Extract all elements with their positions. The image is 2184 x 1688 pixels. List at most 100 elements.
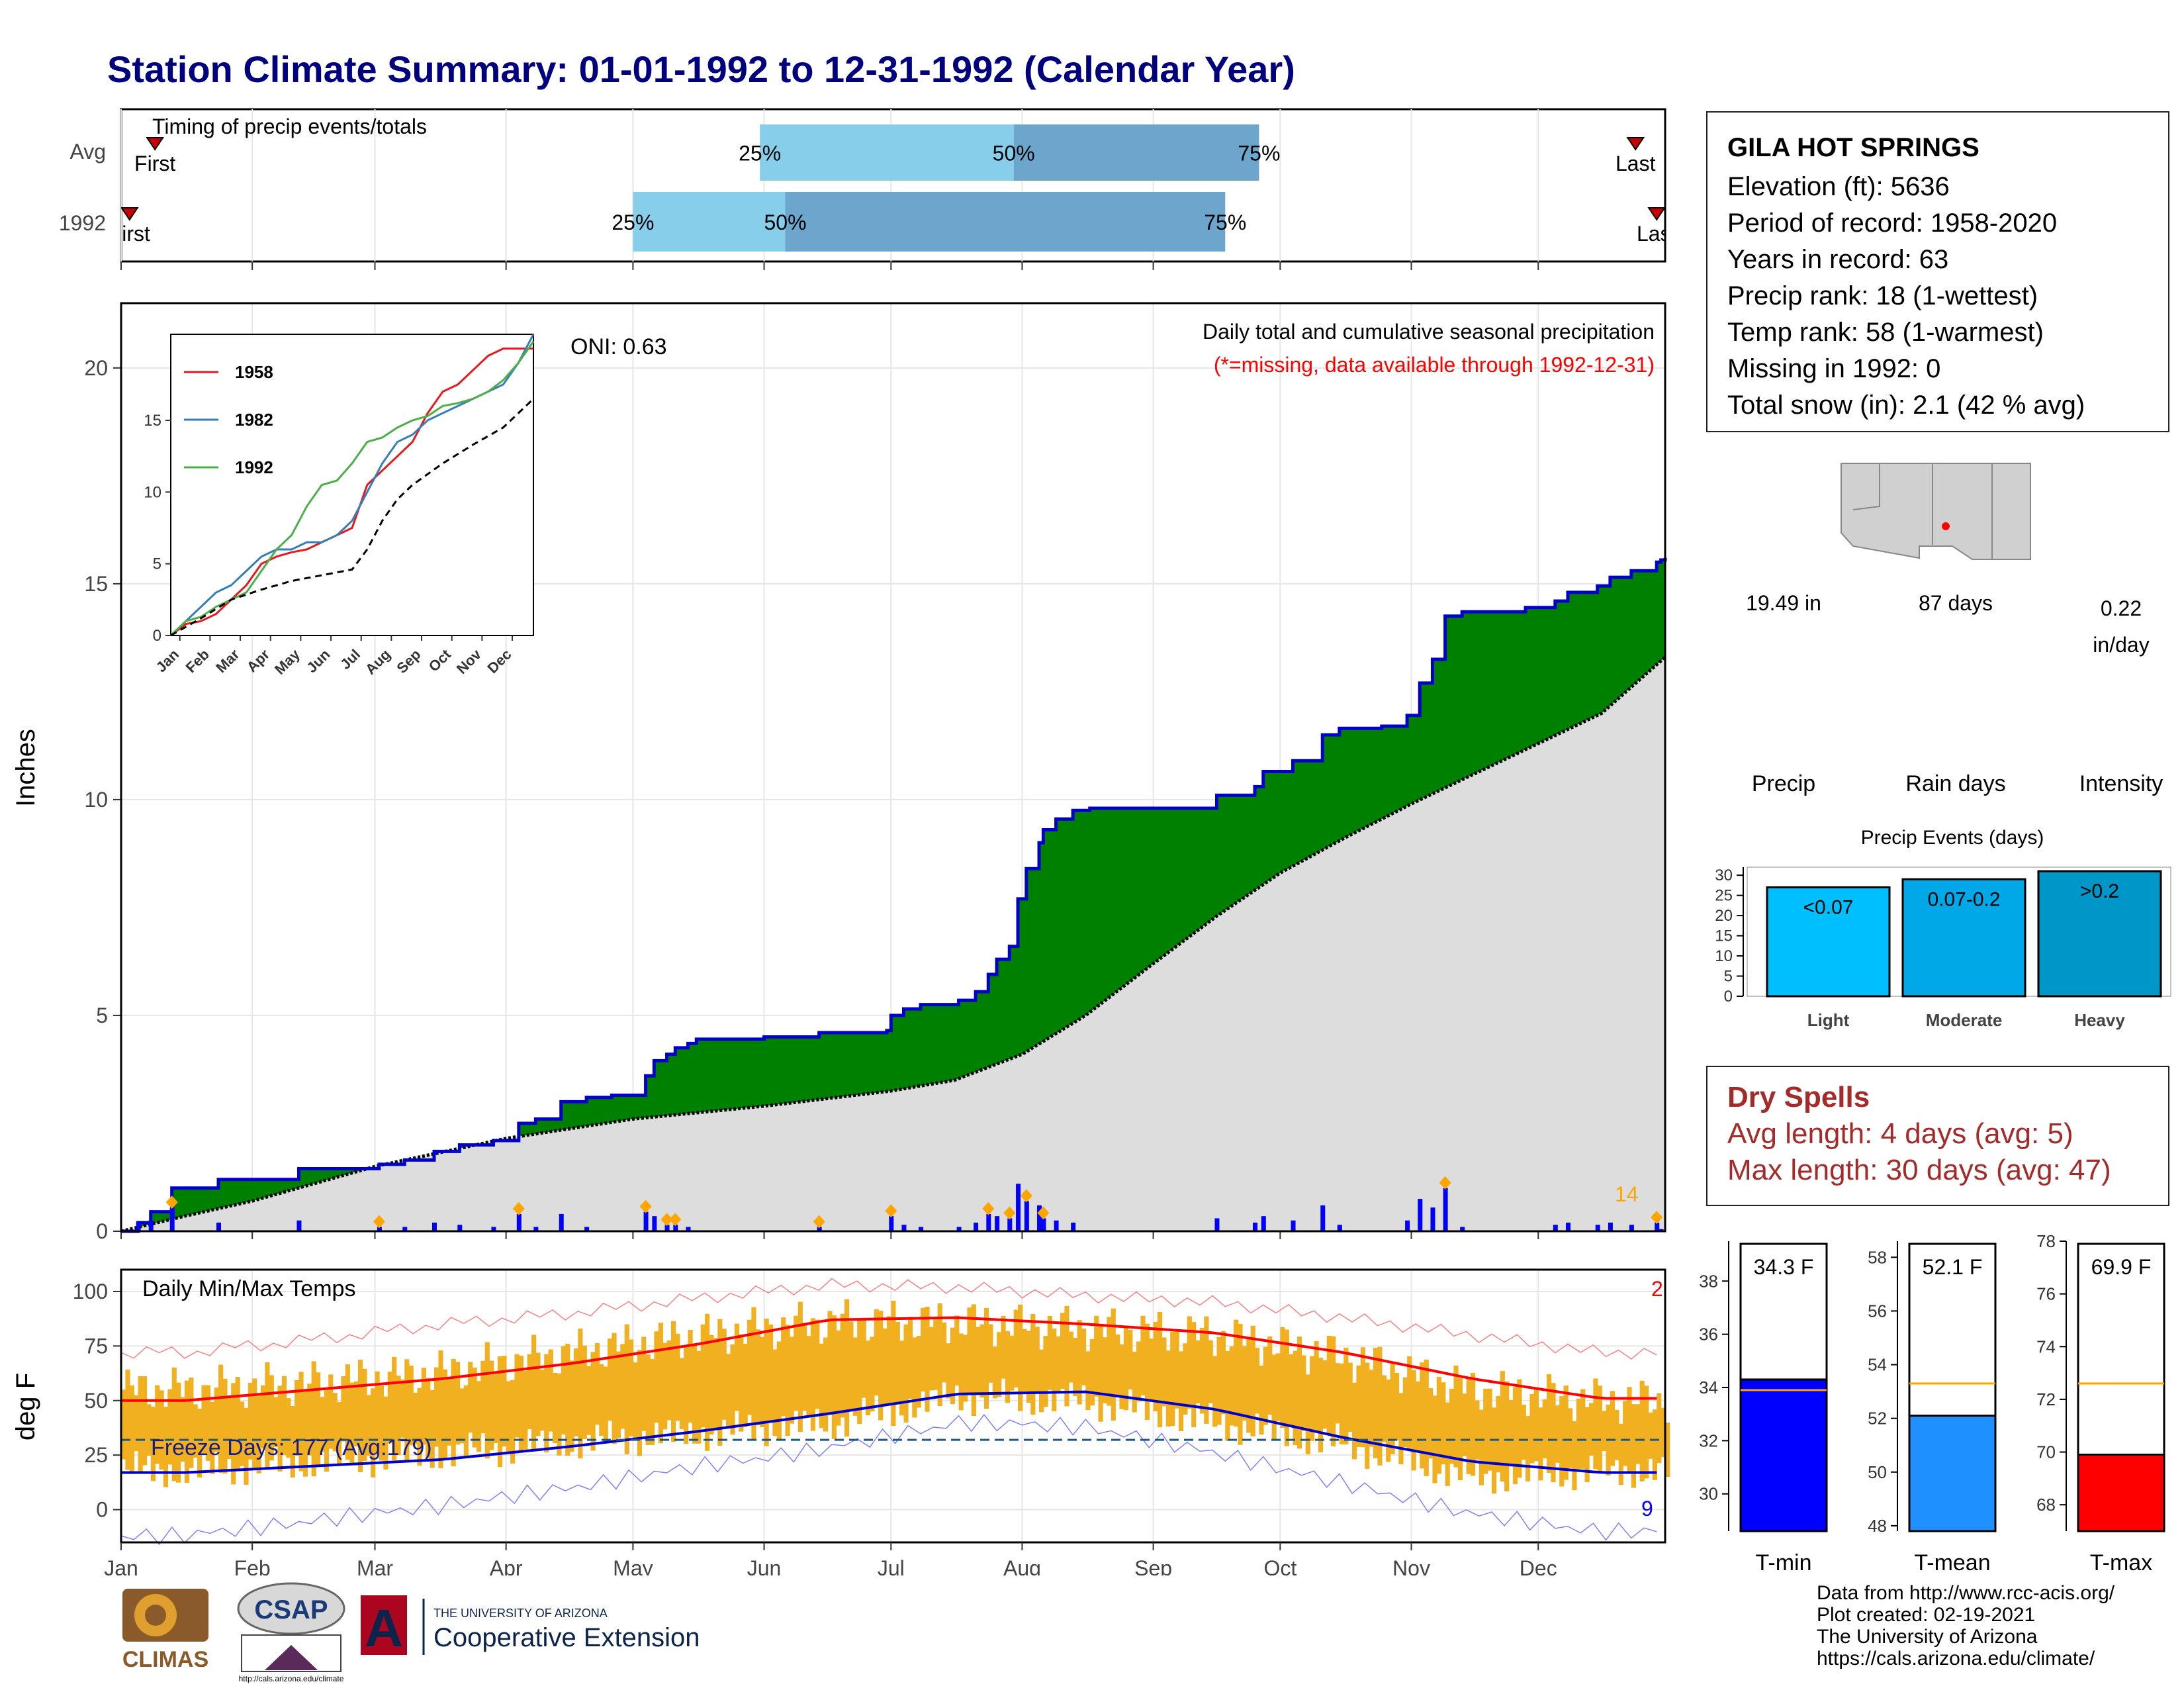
snow-marker-icon [1439,1176,1451,1190]
summary-ytick-label: 56 [1868,1301,1887,1321]
precip-daily-bars [136,1176,1664,1231]
daily-temp-bar [1178,1351,1184,1431]
daily-precip-bar [216,1222,222,1231]
events-ytick-label: 0 [1724,988,1733,1006]
daily-precip-bar [1443,1188,1448,1231]
daily-temp-bar [180,1397,185,1462]
daily-temp-bar [1199,1328,1205,1414]
daily-temp-bar [1491,1407,1497,1494]
inset-xtick-label: Jul [337,646,363,673]
daily-temp-bar [608,1338,613,1421]
daily-temp-bar [302,1389,308,1477]
daily-temp-bar [912,1337,917,1418]
daily-temp-bar [865,1340,871,1416]
daily-temp-bar [1115,1334,1120,1395]
daily-temp-bar [1631,1404,1637,1488]
daily-precip-bar [1405,1220,1410,1231]
daily-temp-bar [341,1376,346,1442]
daily-temp-bar [1339,1363,1345,1444]
daily-temp-bar [442,1369,447,1460]
daily-temp-bar [878,1311,884,1421]
daily-temp-bar [1140,1315,1146,1395]
temp-ytick-label: 75 [84,1334,108,1358]
tsum-label-tmean: T-mean [1914,1550,1990,1575]
daily-temp-bar [281,1376,287,1456]
average-line [120,655,1666,1233]
psum-label-intensity: Intensity [2079,771,2163,796]
daily-temp-bar [797,1301,803,1432]
events-bar-label: <0.07 [1803,896,1854,918]
daily-temp-bar [848,1321,854,1412]
daily-temp-bar [629,1339,634,1436]
temp-xtick-label: Aug [1003,1556,1041,1575]
temp-x-ticks: Jan Feb Mar Apr May Jun Jul Aug Sep Oct Nov Dec [104,1542,1557,1575]
daily-precip-bar [533,1227,539,1231]
daily-temp-bar [764,1318,769,1446]
daily-temp-bar [1039,1349,1044,1413]
snow-count-label: 14 [1615,1182,1639,1206]
daily-temp-bar [134,1395,139,1452]
psum-box-precip: 19.49 in [1746,591,1821,615]
tsum-box-tmin: 34.3 F [1754,1255,1814,1279]
daily-temp-bar [1111,1308,1116,1421]
inset-xtick-label: Apr [244,646,273,676]
inset-xtick-label: Jan [153,646,182,675]
daily-temp-bar [946,1343,951,1399]
events-ytick-label: 10 [1715,947,1733,965]
daily-temp-bar [328,1374,334,1449]
count-high-label: 2 [1651,1277,1663,1301]
daily-temp-bar [379,1385,385,1461]
daily-temp-bar [1234,1319,1239,1427]
daily-temp-bar [916,1336,921,1408]
temp-y-label: deg F [11,1373,40,1440]
tsum-box-tmax: 69.9 F [2091,1255,2152,1279]
daily-temp-bar [705,1313,710,1451]
daily-temp-bar [1208,1340,1213,1403]
daily-temp-bar [772,1349,778,1436]
events-title: Precip Events (days) [1861,827,2044,849]
ua-line2: Cooperative Extension [433,1623,700,1652]
daily-temp-bar [582,1345,587,1439]
daily-temp-bar [1064,1305,1069,1407]
inset-ytick-label: 5 [153,555,161,573]
station-marker [1942,522,1950,530]
daily-temp-bar [1085,1351,1091,1411]
daily-temp-bar [578,1329,583,1459]
precip-ytick-label: 15 [84,572,108,596]
summary-ytick-label: 38 [1699,1271,1718,1291]
temp-xtick-label: Oct [1263,1556,1297,1575]
daily-temp-bar [670,1321,676,1442]
first-marker-icon [146,137,165,151]
station-precip-rank: Precip rank: 18 (1-wettest) [1727,281,2038,310]
daily-temp-bar [717,1319,723,1446]
daily-temp-bar [1635,1404,1641,1464]
daily-temp-bar [1449,1388,1455,1464]
timing-bar-q25-q50 [760,124,1014,181]
precip-y-label: Inches [11,729,40,807]
daily-temp-bar [1500,1371,1505,1482]
daily-temp-bar [836,1330,841,1426]
daily-temp-bar [1457,1378,1463,1481]
csap-text: CSAP [254,1595,328,1624]
daily-temp-bar [1246,1338,1251,1433]
daily-temp-bar [1386,1380,1391,1462]
ua-line1: THE UNIVERSITY OF ARIZONA [433,1607,608,1620]
daily-temp-bar [514,1354,520,1438]
daily-temp-bar [983,1307,989,1409]
daily-temp-bar [1657,1393,1662,1464]
daily-temp-bar [827,1311,833,1415]
daily-temp-bar [1420,1362,1425,1469]
daily-temp-bar [684,1346,689,1444]
daily-temp-bar [235,1376,240,1470]
daily-temp-bar [146,1404,152,1456]
station-temp-rank: Temp rank: 58 (1-warmest) [1727,318,2044,347]
inset-xtick-label: Nov [453,645,485,677]
daily-precip-bar [1595,1225,1600,1231]
record-min-line [120,1413,1657,1546]
daily-temp-bar [1483,1388,1488,1474]
daily-precip-bar [956,1227,962,1231]
daily-temp-bar [1639,1380,1645,1481]
daily-temp-bar [1280,1327,1285,1428]
daily-temp-bar [121,1389,126,1460]
daily-temp-bar [531,1335,537,1451]
